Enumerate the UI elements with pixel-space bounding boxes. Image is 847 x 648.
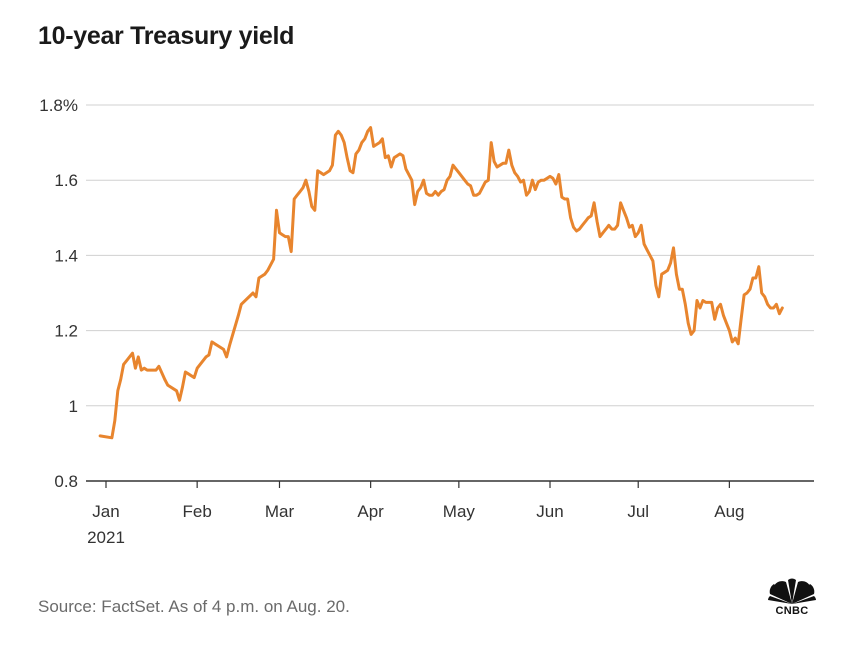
cnbc-logo: CNBC (764, 578, 820, 620)
chart-title: 10-year Treasury yield (38, 22, 295, 50)
x-axis: Jan 2021 Feb Mar Apr May Jun Jul Aug (87, 481, 744, 547)
x-tick-label: Aug (714, 502, 744, 521)
x-tick-label: Jun (536, 502, 563, 521)
y-tick-label: 0.8 (54, 472, 78, 491)
y-tick-label: 1.6 (54, 171, 78, 190)
y-tick-label: 1.8% (39, 96, 78, 115)
x-tick-label: Mar (265, 502, 295, 521)
x-tick-label: Apr (357, 502, 384, 521)
series-line-10-year-yield (98, 126, 784, 440)
x-tick-label: May (443, 502, 476, 521)
x-tick-label: Jul (627, 502, 649, 521)
grid-lines (86, 104, 814, 482)
line-chart: 1.8% 1.6 1.4 1.2 1 0.8 Jan 2021 Feb Mar Apr May Jun… (39, 96, 814, 547)
peacock-icon (768, 578, 816, 604)
series-group (98, 126, 784, 440)
source-note: Source: FactSet. As of 4 p.m. on Aug. 20… (38, 597, 350, 616)
x-tick-label: Feb (183, 502, 212, 521)
logo-wordmark: CNBC (775, 605, 809, 617)
x-tick-sublabel: 2021 (87, 528, 125, 547)
y-tick-label: 1 (69, 397, 78, 416)
y-axis-labels: 1.8% 1.6 1.4 1.2 1 0.8 (39, 96, 78, 491)
y-tick-label: 1.4 (54, 246, 78, 265)
y-tick-label: 1.2 (54, 322, 78, 341)
x-tick-label: Jan (92, 502, 119, 521)
